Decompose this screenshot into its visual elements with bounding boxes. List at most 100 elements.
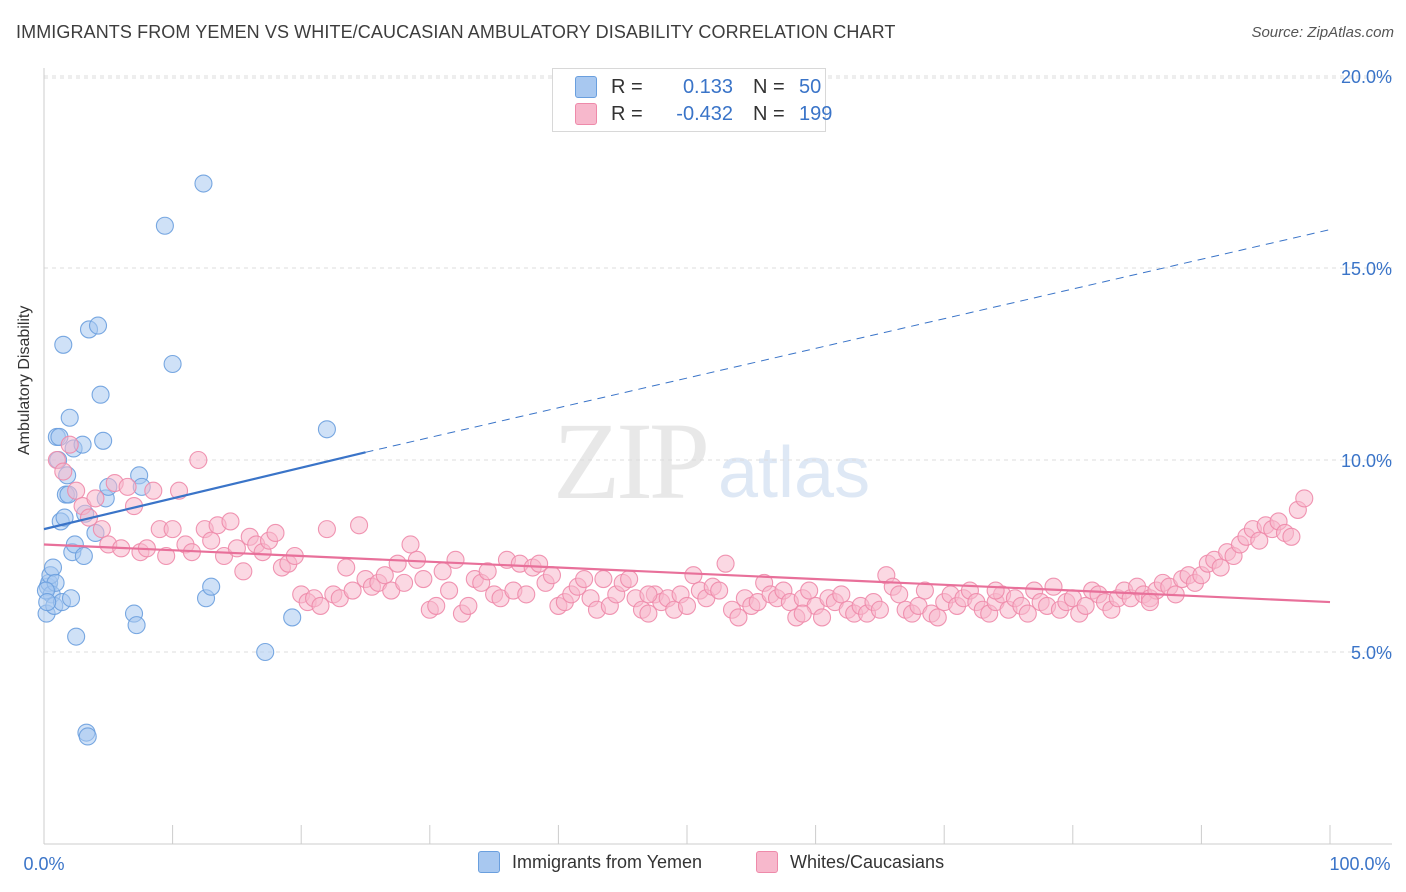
data-point (155, 216, 174, 235)
chart-source: Source: ZipAtlas.com (1251, 24, 1394, 41)
data-point (43, 558, 63, 577)
data-point (317, 520, 336, 539)
legend-swatch-whites (575, 103, 597, 125)
data-point (127, 616, 146, 635)
data-point (1018, 604, 1037, 623)
data-point (870, 600, 889, 619)
data-point (1076, 596, 1095, 615)
data-point (38, 593, 57, 612)
data-point (256, 642, 275, 662)
data-point (311, 596, 330, 615)
y-tick-label: 10.0% (1341, 451, 1392, 471)
bottom-legend-swatch-whites (756, 851, 778, 873)
data-point (729, 608, 748, 627)
legend-n-value: 50 (799, 75, 822, 98)
watermark-atlas: atlas (718, 433, 871, 513)
data-point (350, 516, 369, 535)
data-point (594, 569, 613, 589)
y-tick-label: 5.0% (1351, 643, 1392, 663)
data-point (202, 577, 221, 596)
data-point (928, 608, 947, 627)
data-point (86, 489, 105, 508)
tick-labels: 5.0% 10.0% 15.0% 20.0% 0.0% 100.0% (23, 67, 1392, 874)
data-point (74, 546, 93, 566)
legend-box: R = 0.133 N = 50 R = -0.432 N = 199 (552, 68, 832, 132)
data-point (61, 589, 81, 608)
data-point (94, 431, 113, 450)
axes (43, 68, 1392, 845)
data-point (91, 385, 110, 404)
chart-title: IMMIGRANTS FROM YEMEN VS WHITE/CAUCASIAN… (16, 22, 896, 42)
data-point (1211, 558, 1230, 577)
legend-r-label: R = (611, 102, 643, 125)
legend-r-value: 0.133 (682, 75, 733, 98)
trend-lines (43, 229, 1331, 604)
data-point (915, 581, 934, 600)
bottom-legend-label-whites: Whites/Caucasians (790, 851, 945, 872)
data-point (60, 435, 79, 454)
data-point (337, 558, 356, 577)
data-point (677, 596, 697, 615)
data-point (266, 523, 285, 543)
bottom-legend-label-yemen: Immigrants from Yemen (512, 851, 703, 872)
legend-swatch-yemen (575, 76, 597, 98)
data-point (716, 554, 735, 573)
legend-n-value: 199 (799, 102, 833, 125)
data-point (890, 585, 909, 604)
data-point (401, 535, 420, 554)
x-tick-label-min: 0.0% (23, 854, 64, 874)
data-point (517, 585, 536, 604)
bottom-legend: Immigrants from Yemen Whites/Caucasians (0, 851, 1406, 877)
data-point (78, 727, 97, 746)
trend-line-yemen-extension (365, 229, 1331, 453)
bottom-legend-swatch-yemen (478, 851, 500, 873)
data-point (60, 408, 79, 427)
data-point (221, 512, 240, 531)
data-point (283, 608, 302, 627)
data-point (684, 566, 703, 585)
data-point (800, 581, 819, 600)
bottom-legend-yemen: Immigrants from Yemen (478, 851, 702, 873)
y-tick-label: 20.0% (1341, 67, 1392, 87)
data-point (157, 546, 176, 566)
series-immigrants-from-yemen (36, 174, 336, 746)
data-point (395, 573, 414, 592)
data-point (55, 508, 74, 527)
data-point (67, 481, 86, 500)
data-point (440, 581, 459, 600)
legend-r-label: R = (611, 75, 643, 98)
data-point (317, 420, 336, 439)
data-point (639, 604, 658, 623)
data-point (67, 627, 86, 646)
data-point (793, 604, 812, 623)
data-point (54, 335, 73, 354)
data-point (832, 585, 851, 604)
data-point (163, 354, 182, 374)
data-point (1282, 527, 1301, 546)
data-point (427, 596, 446, 615)
data-point (54, 462, 73, 481)
x-tick-label-max: 100.0% (1329, 854, 1390, 874)
data-point (459, 596, 478, 615)
data-point (189, 450, 208, 470)
data-point (446, 550, 465, 569)
data-point (1044, 577, 1063, 596)
data-point (1295, 489, 1314, 508)
data-point (234, 562, 253, 581)
data-point (144, 481, 163, 500)
data-point (375, 566, 394, 585)
data-point (388, 554, 407, 573)
data-point (194, 174, 213, 193)
data-point (163, 520, 182, 539)
series-whites-caucasians (47, 435, 1314, 627)
data-point (414, 569, 433, 589)
legend-row-whites: R = -0.432 N = 199 (575, 101, 832, 127)
data-point (639, 585, 658, 604)
data-point (542, 566, 562, 585)
trend-line-yemen (43, 451, 366, 531)
data-point (118, 477, 137, 496)
data-point (92, 520, 111, 539)
data-point (1140, 593, 1160, 612)
legend-r-value: -0.432 (676, 102, 733, 125)
